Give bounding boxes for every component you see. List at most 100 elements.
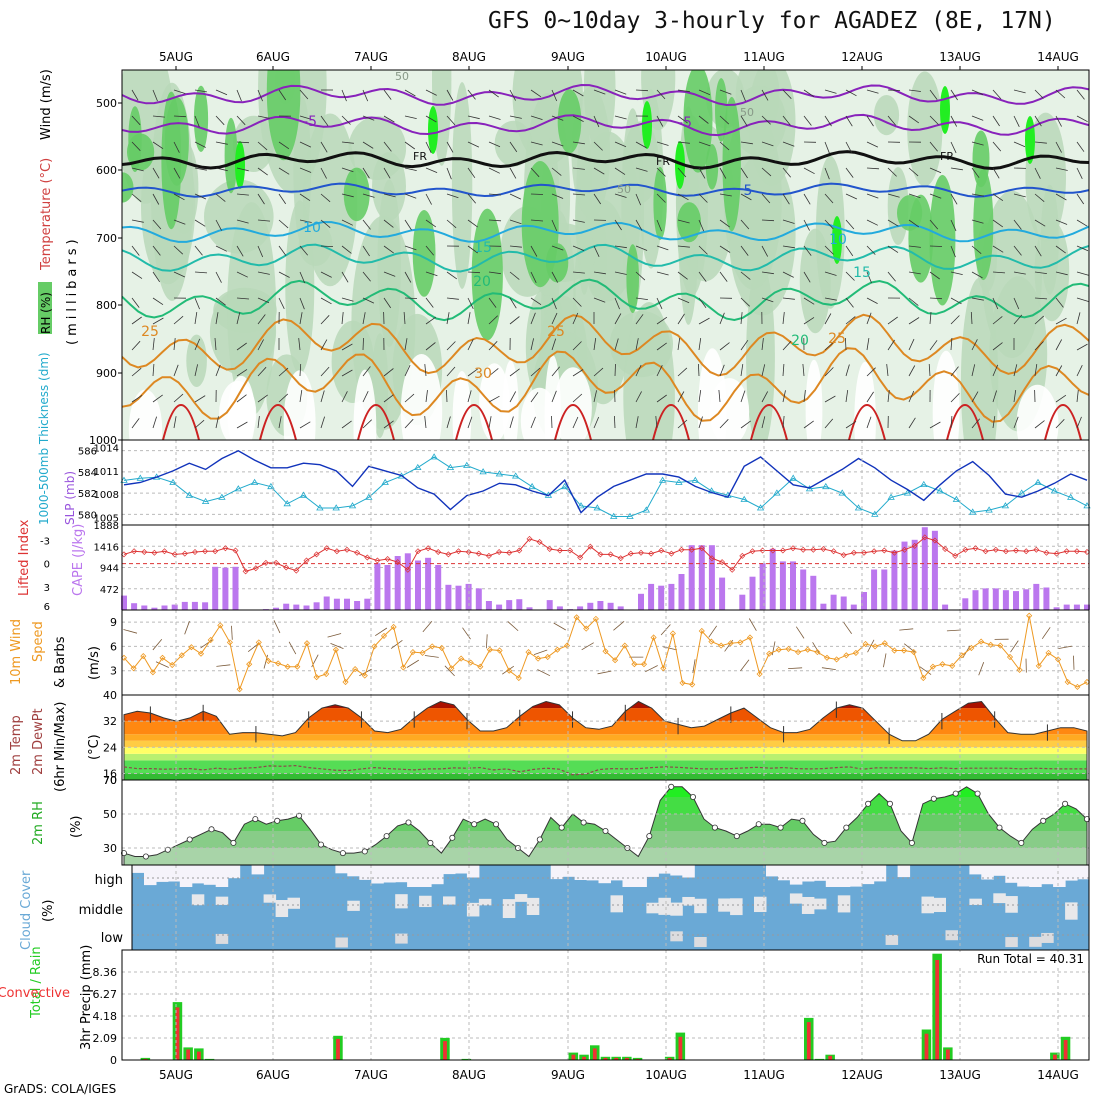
cloud-high-clear bbox=[849, 865, 863, 887]
cape-bar bbox=[374, 563, 381, 610]
wind-barb bbox=[530, 219, 544, 222]
wind-barb bbox=[803, 115, 812, 126]
wind-barb bbox=[677, 313, 685, 325]
date-label-bottom: 12AUG bbox=[841, 1068, 883, 1082]
surface-wind-barb bbox=[444, 665, 455, 677]
pressure-tick-label: 800 bbox=[96, 299, 117, 312]
cloud-high-clear bbox=[969, 865, 982, 875]
contour-label: 25 bbox=[547, 324, 565, 340]
wind-barb bbox=[551, 141, 564, 147]
cloud-mid-clear bbox=[443, 896, 456, 905]
lifted-index-point bbox=[202, 548, 209, 555]
rh-saturated bbox=[642, 101, 652, 149]
wind-barb bbox=[362, 141, 374, 149]
rh-shade bbox=[451, 82, 473, 289]
wind-barb bbox=[299, 271, 306, 284]
wind-speed-point bbox=[448, 665, 455, 672]
pressure-tick-label: 900 bbox=[96, 367, 117, 380]
wind-barb bbox=[655, 416, 658, 429]
wind-barb bbox=[152, 338, 155, 351]
wind-barb bbox=[677, 89, 690, 93]
wind-barb bbox=[194, 167, 207, 171]
wind-barb bbox=[677, 297, 690, 304]
wind-speed-point bbox=[679, 679, 686, 686]
surface-wind-barb bbox=[533, 649, 548, 656]
wind-barb bbox=[320, 167, 327, 179]
wind-barb bbox=[320, 193, 331, 203]
cloud-mid-clear bbox=[658, 897, 671, 915]
rh-moist bbox=[557, 89, 582, 154]
wind-barb bbox=[509, 368, 520, 377]
cloud-high-clear bbox=[395, 865, 408, 883]
run-total: Run Total = 40.31 bbox=[977, 952, 1084, 966]
wind-barb bbox=[719, 193, 732, 197]
thickness-point bbox=[185, 491, 194, 498]
wind-speed-point bbox=[400, 664, 407, 671]
wind-barb bbox=[362, 419, 372, 429]
t2m-tick-label: 16 bbox=[103, 767, 117, 780]
wind-barb bbox=[593, 390, 597, 403]
cape-tick-label: 944 bbox=[100, 564, 119, 575]
t2m-band bbox=[124, 740, 1087, 748]
wind-barb bbox=[299, 115, 312, 120]
wind-speed-point bbox=[380, 632, 388, 639]
cloud-high-clear bbox=[1065, 865, 1078, 881]
wind-barb bbox=[929, 219, 939, 230]
wind-barb bbox=[152, 317, 164, 325]
wind-barb bbox=[341, 167, 354, 173]
wind-barb bbox=[1013, 364, 1018, 377]
cape-bar bbox=[404, 553, 411, 610]
wind-barb bbox=[551, 167, 562, 176]
wind-barb bbox=[257, 141, 268, 151]
precip-convective-bar bbox=[197, 1051, 201, 1060]
lifted-index-point bbox=[354, 549, 361, 556]
cape-bar bbox=[1023, 589, 1030, 610]
precip-convective-bar bbox=[935, 960, 940, 1060]
wind-barb bbox=[467, 390, 472, 403]
wind-barb bbox=[740, 312, 743, 325]
wind-barb bbox=[173, 193, 185, 201]
wind-barb bbox=[845, 89, 857, 97]
wind-barb bbox=[929, 89, 938, 100]
wind-barb bbox=[278, 141, 290, 150]
surface-wind-barb bbox=[1041, 627, 1051, 640]
wind-barb bbox=[866, 312, 872, 325]
wind-barb bbox=[698, 363, 700, 377]
wind-barb bbox=[593, 367, 604, 377]
wind-barb bbox=[173, 416, 177, 429]
wind-barb bbox=[383, 368, 394, 377]
cloud-high-clear bbox=[251, 865, 265, 875]
footer-credit: GrADS: COLA/IGES bbox=[4, 1082, 117, 1096]
wind-speed-point bbox=[1006, 653, 1014, 661]
rh2m-point bbox=[274, 817, 281, 824]
thickness-point bbox=[1017, 489, 1026, 496]
wind-barb bbox=[866, 416, 872, 429]
cape-bar bbox=[617, 606, 624, 610]
wind-barb bbox=[1055, 297, 1064, 308]
wind-barb bbox=[194, 141, 206, 148]
wind-barb bbox=[593, 416, 600, 429]
lifted-index-point bbox=[181, 550, 188, 557]
wind-speed-point bbox=[438, 644, 445, 652]
cloud-high-clear bbox=[1029, 865, 1042, 887]
date-label-bottom: 5AUG bbox=[159, 1068, 193, 1082]
date-label-top: 8AUG bbox=[452, 50, 486, 64]
thickness-point bbox=[479, 468, 487, 475]
wind-barb bbox=[866, 245, 876, 255]
t2m-label: 2m Temp bbox=[9, 715, 24, 775]
lifted-index-point bbox=[455, 548, 462, 555]
slp-tick-label: 1005 bbox=[94, 513, 119, 524]
wind-barb bbox=[782, 390, 786, 403]
wind-barb bbox=[403, 311, 406, 325]
rh2m-point bbox=[317, 841, 324, 848]
rh2m-tick-label: 70 bbox=[103, 774, 117, 787]
wind-barb bbox=[614, 338, 619, 351]
wind-barb bbox=[278, 297, 285, 309]
rh-moist bbox=[677, 202, 701, 243]
cape-bar bbox=[779, 561, 786, 610]
wind-barb bbox=[614, 193, 627, 198]
wind-barb bbox=[866, 391, 874, 403]
wind-speed-point bbox=[718, 642, 725, 649]
wind-barb bbox=[551, 366, 561, 377]
